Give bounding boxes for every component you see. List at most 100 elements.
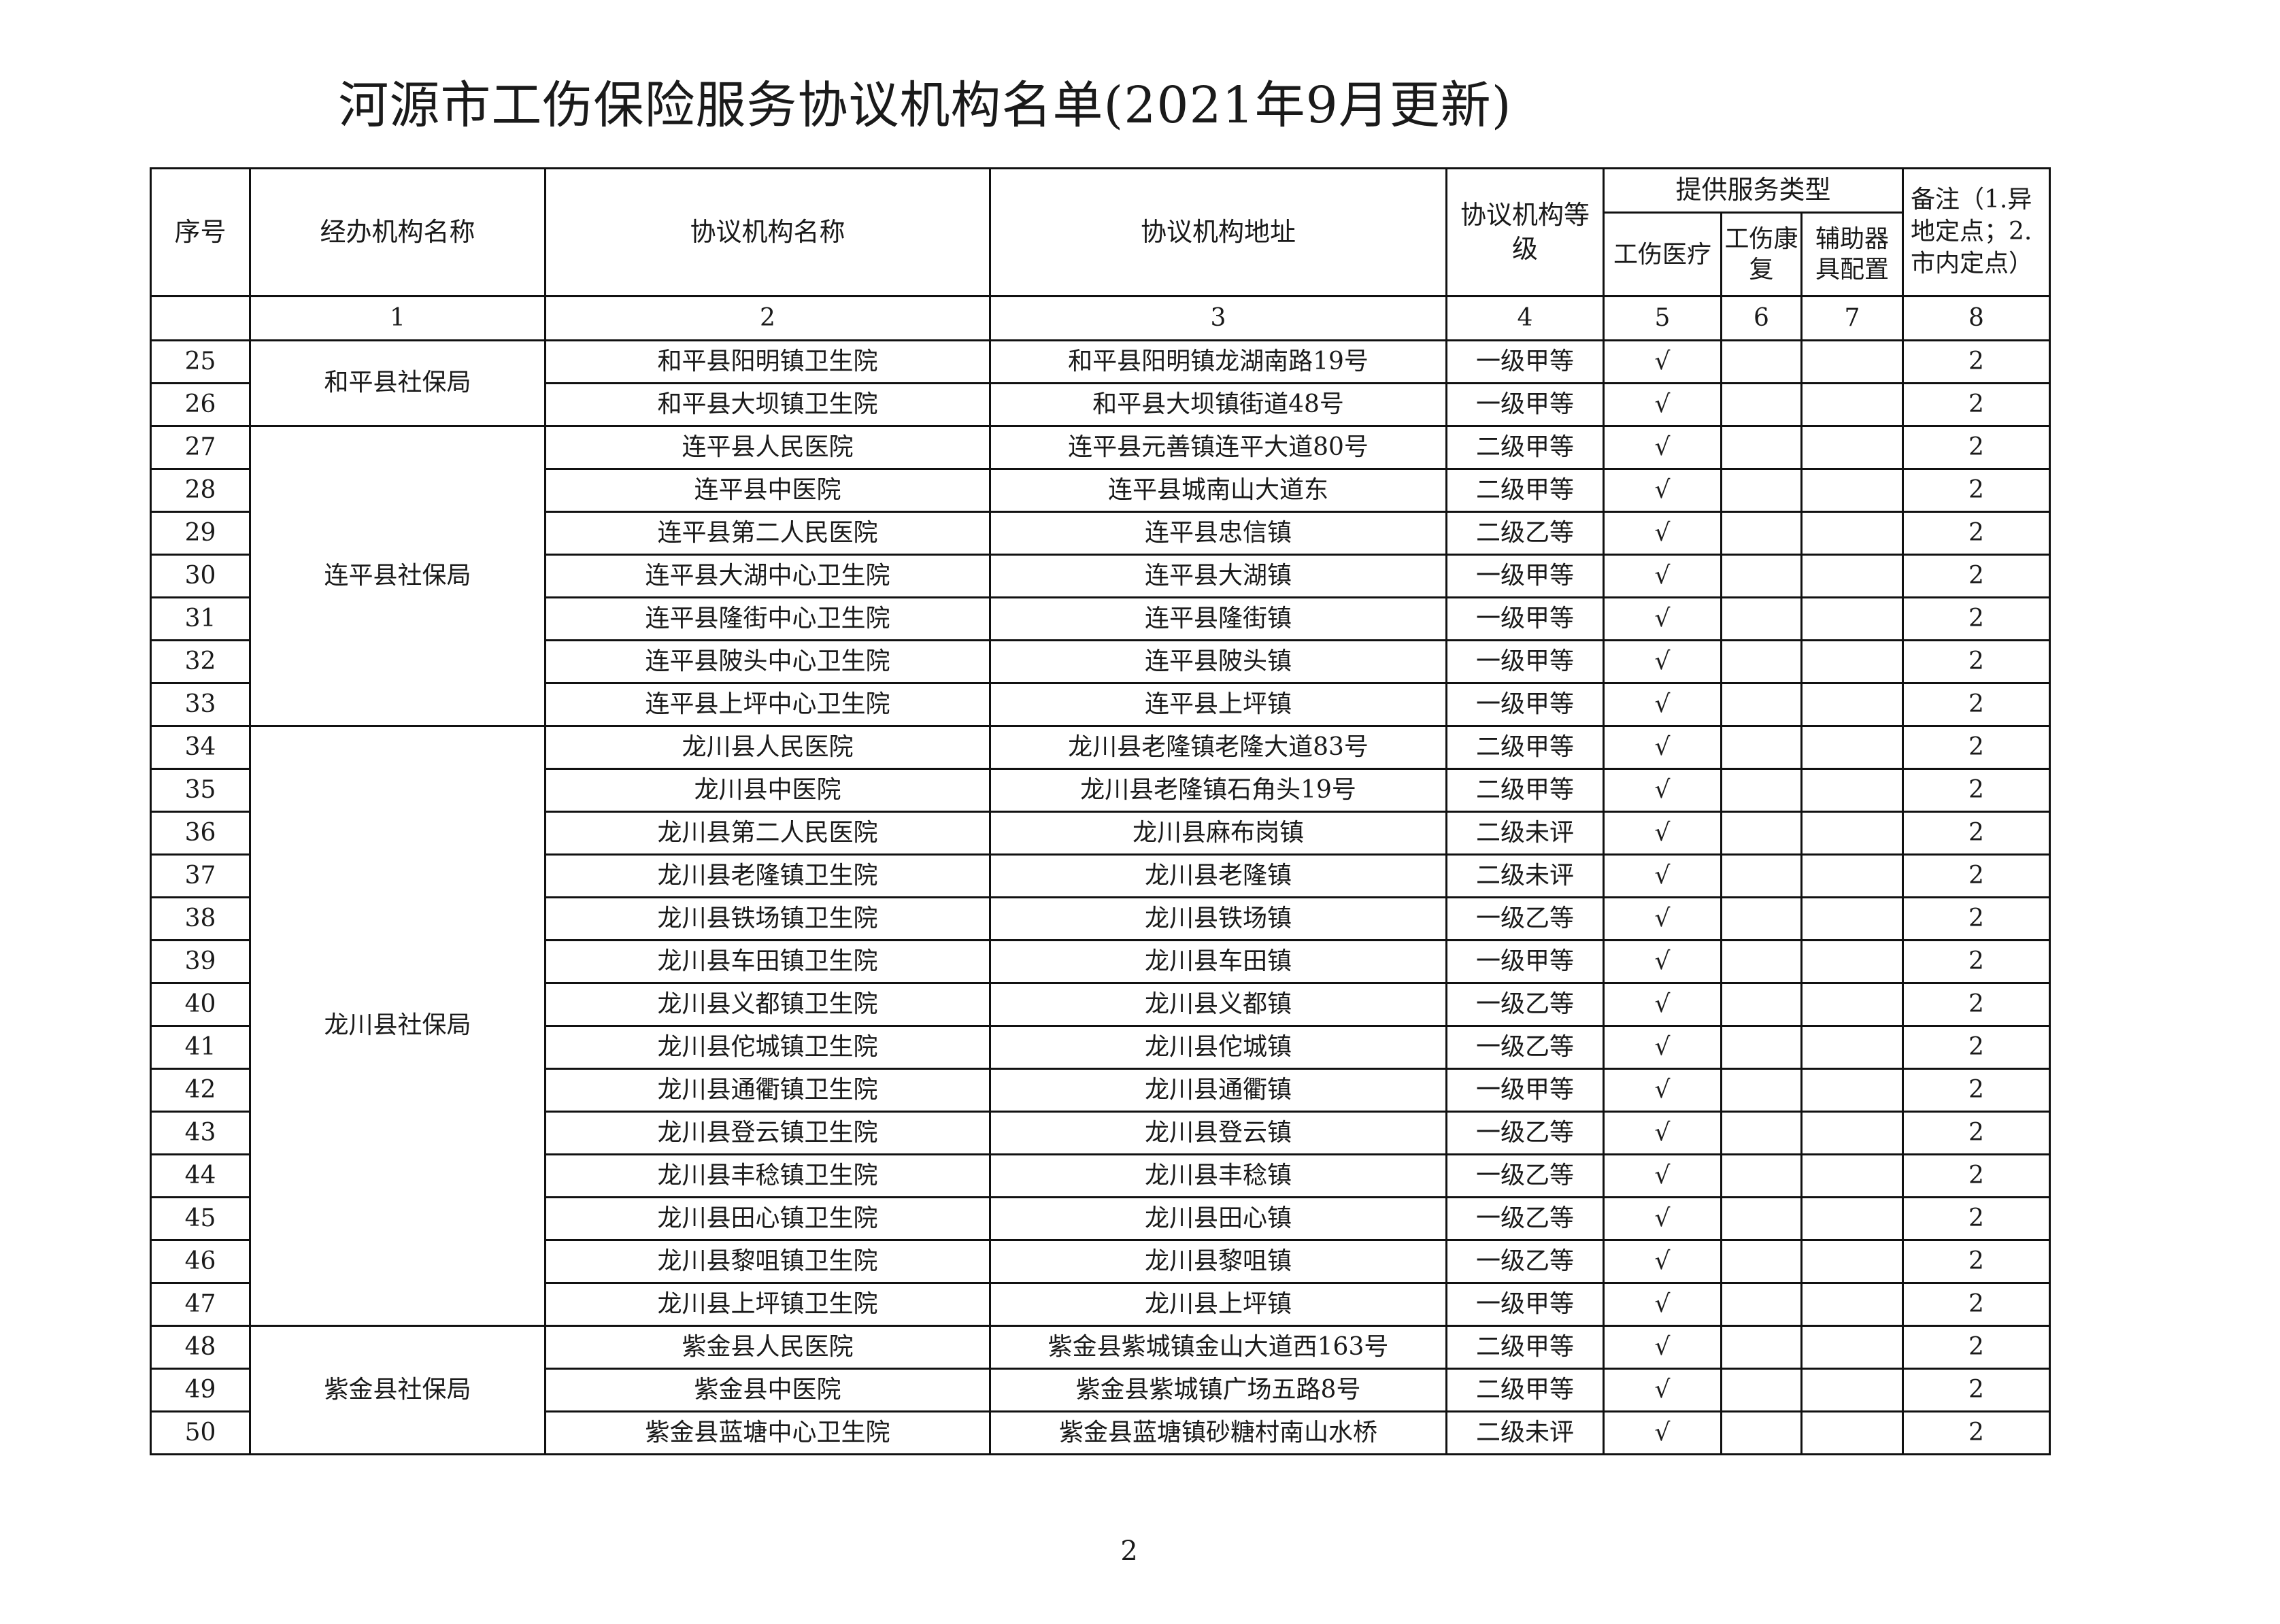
seq-cell: 37 <box>150 853 251 898</box>
level-cell: 一级甲等 <box>1445 939 1605 984</box>
table-row: 28 连平县中医院 连平县城南山大道东 二级甲等 √ 2 <box>150 468 2051 513</box>
index-blank <box>150 296 251 341</box>
medical-check-cell: √ <box>1603 1025 1722 1070</box>
level-cell: 二级未评 <box>1445 1410 1605 1455</box>
institution-name-cell: 和平县大坝镇卫生院 <box>544 382 991 427</box>
seq-cell: 35 <box>150 768 251 813</box>
seq-cell: 32 <box>150 639 251 684</box>
document-title: 河源市工伤保险服务协议机构名单(2021年9月更新) <box>338 76 1512 135</box>
institution-name-cell: 连平县第二人民医院 <box>544 511 991 556</box>
aids-cell <box>1800 639 1904 684</box>
level-cell: 二级甲等 <box>1445 1368 1605 1412</box>
table-row: 27 连平县社保局 连平县人民医院 连平县元善镇连平大道80号 二级甲等 √ 2 <box>150 425 2051 727</box>
note-cell: 2 <box>1902 896 2051 941</box>
level-cell: 二级甲等 <box>1445 1325 1605 1370</box>
rehab-cell <box>1720 1111 1803 1155</box>
rehab-cell <box>1720 1325 1803 1370</box>
table-row: 32 连平县陂头中心卫生院 连平县陂头镇 一级甲等 √ 2 <box>150 639 2051 684</box>
index-cell: 1 <box>249 295 546 341</box>
seq-cell: 38 <box>150 896 251 941</box>
level-cell: 二级甲等 <box>1445 725 1605 770</box>
rehab-cell <box>1720 1153 1803 1198</box>
institution-name-cell: 紫金县蓝塘中心卫生院 <box>544 1410 991 1455</box>
address-cell: 龙川县登云镇 <box>989 1111 1447 1155</box>
seq-cell: 40 <box>150 982 251 1027</box>
medical-check-cell: √ <box>1603 1282 1722 1327</box>
seq-cell: 50 <box>150 1410 251 1455</box>
seq-cell: 28 <box>150 468 251 513</box>
seq-cell: 33 <box>150 682 251 727</box>
aids-cell <box>1800 1153 1904 1198</box>
medical-check-cell: √ <box>1603 468 1722 513</box>
level-cell: 一级甲等 <box>1445 382 1605 427</box>
agency-cell: 连平县社保局 <box>249 425 546 727</box>
index-cell: 6 <box>1720 295 1803 341</box>
level-cell: 一级乙等 <box>1445 1239 1605 1284</box>
address-cell: 连平县陂头镇 <box>989 639 1447 684</box>
institution-name-cell: 龙川县田心镇卫生院 <box>544 1196 991 1241</box>
seq-cell: 48 <box>150 1325 251 1370</box>
aids-cell <box>1800 382 1904 427</box>
address-cell: 龙川县麻布岗镇 <box>989 811 1447 856</box>
rehab-cell <box>1720 1410 1803 1455</box>
note-cell: 2 <box>1902 511 2051 556</box>
medical-check-cell: √ <box>1603 511 1722 556</box>
medical-check-cell: √ <box>1603 682 1722 727</box>
address-cell: 连平县隆街镇 <box>989 596 1447 641</box>
aids-cell <box>1800 725 1904 770</box>
table-row: 41 龙川县佗城镇卫生院 龙川县佗城镇 一级乙等 √ 2 <box>150 1025 2051 1070</box>
header-institution: 协议机构名称 <box>544 167 991 297</box>
medical-check-cell: √ <box>1603 554 1722 598</box>
address-cell: 紫金县紫城镇广场五路8号 <box>989 1368 1447 1412</box>
address-cell: 龙川县老隆镇老隆大道83号 <box>989 725 1447 770</box>
table-row: 40 龙川县义都镇卫生院 龙川县义都镇 一级乙等 √ 2 <box>150 982 2051 1027</box>
rehab-cell <box>1720 939 1803 984</box>
table-row: 39 龙川县车田镇卫生院 龙川县车田镇 一级甲等 √ 2 <box>150 939 2051 984</box>
note-cell: 2 <box>1902 1068 2051 1113</box>
note-cell: 2 <box>1902 853 2051 898</box>
table-row: 26 和平县大坝镇卫生院 和平县大坝镇街道48号 一级甲等 √ 2 <box>150 382 2051 427</box>
address-cell: 龙川县黎咀镇 <box>989 1239 1447 1284</box>
rehab-cell <box>1720 896 1803 941</box>
aids-cell <box>1800 939 1904 984</box>
agency-cell: 紫金县社保局 <box>249 1325 546 1455</box>
table-body: 25 和平县社保局 和平县阳明镇卫生院 和平县阳明镇龙湖南路19号 一级甲等 √ 2 26 和平… <box>150 339 2051 1455</box>
table-row: 45 龙川县田心镇卫生院 龙川县田心镇 一级乙等 √ 2 <box>150 1196 2051 1241</box>
seq-cell: 46 <box>150 1239 251 1284</box>
note-cell: 2 <box>1902 982 2051 1027</box>
rehab-cell <box>1720 1025 1803 1070</box>
seq-cell: 36 <box>150 811 251 856</box>
aids-cell <box>1800 1239 1904 1284</box>
address-cell: 连平县大湖镇 <box>989 554 1447 598</box>
address-cell: 龙川县田心镇 <box>989 1196 1447 1241</box>
table-row: 42 龙川县通衢镇卫生院 龙川县通衢镇 一级甲等 √ 2 <box>150 1068 2051 1113</box>
note-cell: 2 <box>1902 596 2051 641</box>
rehab-cell <box>1720 1368 1803 1412</box>
note-cell: 2 <box>1902 1282 2051 1327</box>
note-cell: 2 <box>1902 1410 2051 1455</box>
aids-cell <box>1800 511 1904 556</box>
medical-check-cell: √ <box>1603 1368 1722 1412</box>
institution-name-cell: 龙川县佗城镇卫生院 <box>544 1025 991 1070</box>
aids-cell <box>1800 1068 1904 1113</box>
table-row: 34 龙川县社保局 龙川县人民医院 龙川县老隆镇老隆大道83号 二级甲等 √ 2 <box>150 725 2051 1327</box>
level-cell: 二级甲等 <box>1445 425 1605 470</box>
aids-cell <box>1800 982 1904 1027</box>
rehab-cell <box>1720 425 1803 470</box>
medical-check-cell: √ <box>1603 982 1722 1027</box>
aids-cell <box>1800 1325 1904 1370</box>
level-cell: 一级乙等 <box>1445 1025 1605 1070</box>
rehab-cell <box>1720 1282 1803 1327</box>
level-cell: 一级甲等 <box>1445 596 1605 641</box>
note-cell: 2 <box>1902 1368 2051 1412</box>
seq-cell: 26 <box>150 382 251 427</box>
agency-cell: 和平县社保局 <box>249 339 546 427</box>
index-cell: 5 <box>1603 295 1722 341</box>
rehab-cell <box>1720 1196 1803 1241</box>
address-cell: 龙川县丰稔镇 <box>989 1153 1447 1198</box>
level-cell: 一级乙等 <box>1445 982 1605 1027</box>
institution-name-cell: 和平县阳明镇卫生院 <box>544 339 991 384</box>
table-row: 43 龙川县登云镇卫生院 龙川县登云镇 一级乙等 √ 2 <box>150 1111 2051 1155</box>
note-cell: 2 <box>1902 468 2051 513</box>
institution-name-cell: 连平县人民医院 <box>544 425 991 470</box>
